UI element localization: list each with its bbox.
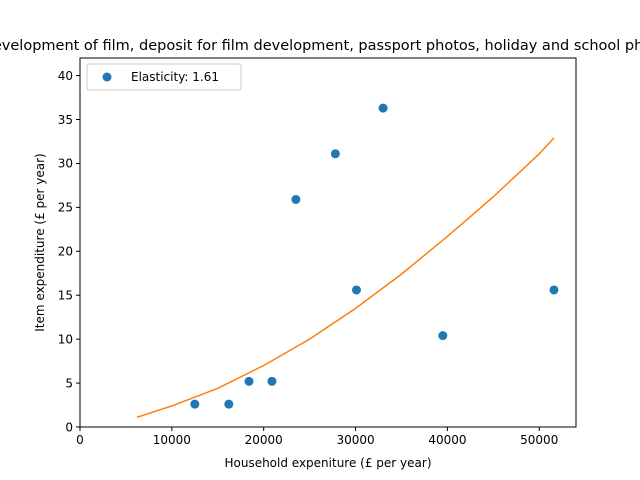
chart-title: Development of film, deposit for film de… <box>0 38 640 54</box>
x-tick-label: 0 <box>76 433 84 447</box>
legend-marker <box>102 72 112 82</box>
fit-curve <box>136 137 555 419</box>
x-tick-label: 30000 <box>336 433 374 447</box>
data-point <box>330 149 340 159</box>
data-point <box>224 399 234 409</box>
x-tick-label: 20000 <box>245 433 283 447</box>
y-tick-label: 30 <box>58 157 73 171</box>
x-axis-ticks: 0 10000 20000 30000 40000 50000 <box>76 427 558 447</box>
y-tick-label: 10 <box>58 332 73 346</box>
data-point <box>378 103 388 113</box>
plot-frame <box>79 57 577 428</box>
legend: Elasticity: 1.61 <box>86 63 242 91</box>
x-tick-label: 50000 <box>520 433 558 447</box>
y-tick-label: 35 <box>58 113 73 127</box>
data-point <box>190 399 200 409</box>
data-point <box>438 331 448 341</box>
data-point <box>291 194 301 204</box>
plot-content <box>136 103 559 419</box>
x-tick-label: 40000 <box>428 433 466 447</box>
data-point <box>267 376 277 386</box>
data-point <box>549 285 559 295</box>
x-tick-label: 10000 <box>153 433 191 447</box>
data-point <box>351 285 361 295</box>
data-point <box>244 376 254 386</box>
y-axis-label: Item expenditure (£ per year) <box>33 153 47 331</box>
y-tick-label: 40 <box>58 69 73 83</box>
x-axis-label: Household expeniture (£ per year) <box>224 456 431 470</box>
y-axis-ticks: 0 5 10 15 20 25 30 35 40 <box>58 69 80 434</box>
y-tick-label: 15 <box>58 289 73 303</box>
legend-label: Elasticity: 1.61 <box>131 70 219 84</box>
legend-box <box>86 63 242 91</box>
y-tick-label: 0 <box>65 420 73 434</box>
y-tick-label: 20 <box>58 245 73 259</box>
y-tick-label: 5 <box>65 376 73 390</box>
y-tick-label: 25 <box>58 201 73 215</box>
